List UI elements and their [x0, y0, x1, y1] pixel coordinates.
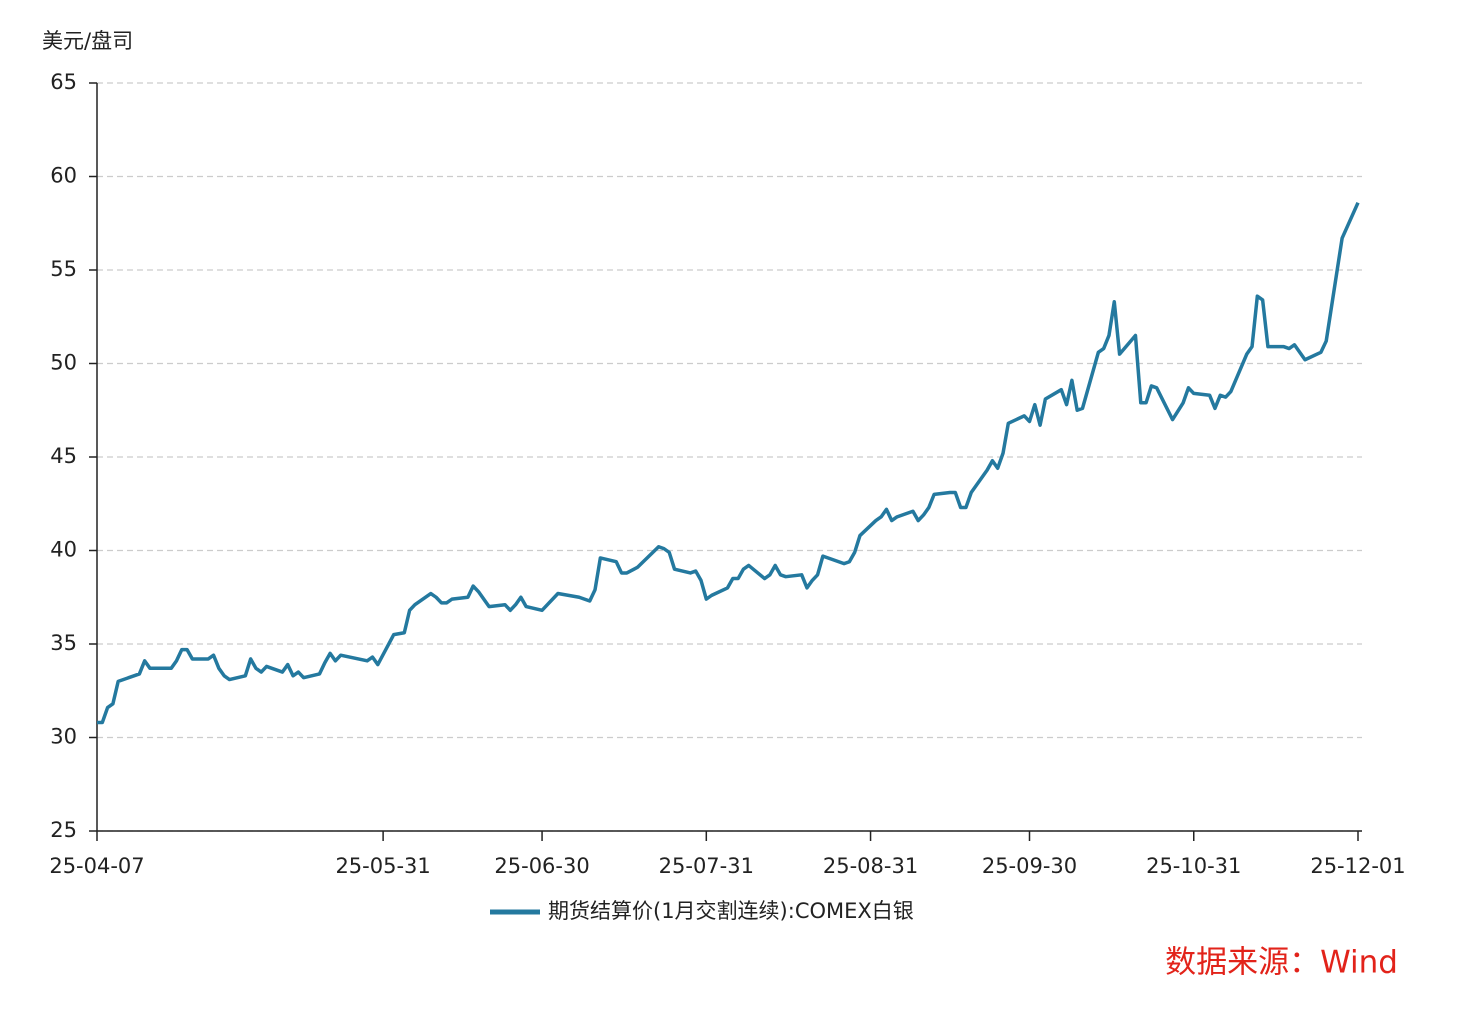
x-tick-label: 25-09-30: [982, 854, 1077, 878]
data-line: [97, 201, 1360, 725]
x-tick-label: 25-04-07: [49, 854, 144, 878]
x-tick-label: 25-12-01: [1310, 854, 1405, 878]
source-note: 数据来源：Wind: [1165, 945, 1398, 981]
y-tick-label: 35: [50, 631, 77, 655]
y-tick-label: 40: [50, 538, 77, 562]
y-tick-label: 65: [50, 70, 77, 94]
y-tick-label: 45: [50, 444, 77, 468]
x-tick-label: 25-07-31: [659, 854, 754, 878]
x-tick-label: 25-06-30: [494, 854, 589, 878]
y-tick-label: 25: [50, 818, 77, 842]
x-tick-label: 25-08-31: [823, 854, 918, 878]
y-axis-label: 美元/盘司: [42, 29, 133, 53]
y-tick-label: 60: [50, 164, 77, 188]
x-tick-label: 25-10-31: [1146, 854, 1241, 878]
x-tick-label: 25-05-31: [335, 854, 430, 878]
y-tick-label: 30: [50, 725, 77, 749]
y-tick-label: 50: [50, 351, 77, 375]
legend-label: 期货结算价(1月交割连续):COMEX白银: [548, 899, 914, 923]
y-tick-label: 55: [50, 257, 77, 281]
